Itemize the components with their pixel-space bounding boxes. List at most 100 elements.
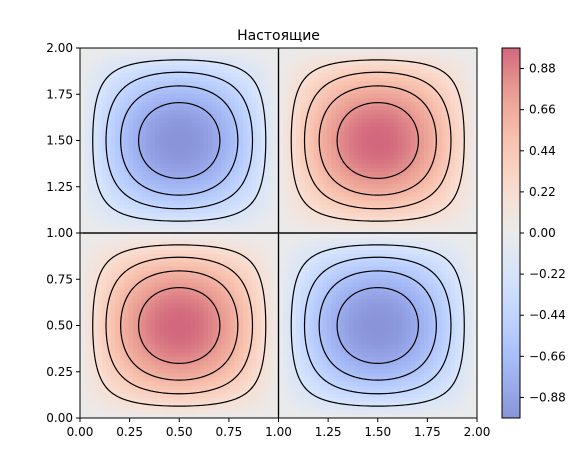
field-cell: [212, 365, 217, 370]
field-cell: [129, 282, 134, 287]
field-cell: [305, 175, 310, 180]
field-cell: [181, 381, 186, 386]
field-cell: [292, 204, 297, 209]
field-cell: [111, 270, 116, 275]
field-cell: [239, 225, 244, 230]
field-cell: [102, 64, 107, 69]
field-cell: [181, 344, 186, 349]
field-cell: [314, 340, 319, 345]
field-cell: [314, 352, 319, 357]
field-cell: [137, 118, 142, 123]
field-cell: [98, 52, 103, 57]
field-cell: [221, 48, 226, 53]
field-cell: [190, 126, 195, 131]
field-cell: [301, 89, 306, 94]
field-cell: [208, 360, 213, 365]
field-cell: [296, 393, 301, 398]
field-cell: [292, 138, 297, 143]
field-cell: [243, 122, 248, 127]
field-cell: [195, 208, 200, 213]
field-cell: [292, 134, 297, 139]
field-cell: [102, 258, 107, 263]
field-cell: [252, 208, 257, 213]
field-cell: [84, 245, 89, 250]
field-cell: [283, 340, 288, 345]
field-cell: [102, 373, 107, 378]
field-cell: [305, 249, 310, 254]
field-cell: [111, 167, 116, 172]
field-cell: [80, 245, 85, 250]
field-cell: [124, 319, 129, 324]
field-cell: [168, 159, 173, 164]
field-cell: [195, 278, 200, 283]
field-cell: [142, 196, 147, 201]
field-cell: [142, 97, 147, 102]
field-cell: [173, 147, 178, 152]
field-cell: [230, 307, 235, 312]
field-cell: [159, 114, 164, 119]
field-cell: [199, 348, 204, 353]
field-cell: [314, 171, 319, 176]
field-cell: [164, 344, 169, 349]
field-cell: [221, 377, 226, 382]
field-cell: [155, 344, 160, 349]
field-cell: [279, 385, 284, 390]
field-cell: [80, 85, 85, 90]
field-cell: [195, 212, 200, 217]
field-cell: [305, 208, 310, 213]
field-cell: [190, 352, 195, 357]
field-cell: [80, 348, 85, 353]
field-cell: [98, 282, 103, 287]
field-cell: [98, 106, 103, 111]
field-cell: [129, 303, 134, 308]
field-cell: [155, 147, 160, 152]
field-cell: [120, 184, 125, 189]
field-cell: [279, 323, 284, 328]
field-cell: [164, 262, 169, 267]
field-cell: [102, 356, 107, 361]
field-cell: [199, 303, 204, 308]
field-cell: [270, 93, 275, 98]
field-cell: [111, 188, 116, 193]
field-cell: [80, 200, 85, 205]
field-cell: [204, 143, 209, 148]
field-cell: [129, 200, 134, 205]
field-cell: [270, 221, 275, 226]
field-cell: [301, 344, 306, 349]
field-cell: [323, 385, 328, 390]
field-cell: [137, 208, 142, 213]
field-cell: [256, 225, 261, 230]
field-cell: [195, 48, 200, 53]
field-cell: [230, 188, 235, 193]
field-cell: [115, 291, 120, 296]
field-cell: [318, 167, 323, 172]
field-cell: [146, 118, 151, 123]
field-cell: [256, 64, 261, 69]
field-cell: [270, 171, 275, 176]
field-cell: [124, 184, 129, 189]
field-cell: [155, 130, 160, 135]
field-cell: [89, 233, 94, 238]
field-cell: [115, 56, 120, 61]
field-cell: [173, 110, 178, 115]
field-cell: [252, 52, 257, 57]
field-cell: [265, 171, 270, 176]
field-cell: [106, 282, 111, 287]
field-cell: [221, 130, 226, 135]
field-cell: [195, 365, 200, 370]
field-cell: [309, 225, 314, 230]
field-cell: [292, 81, 297, 86]
field-cell: [226, 385, 231, 390]
field-cell: [151, 323, 156, 328]
field-cell: [111, 377, 116, 382]
field-cell: [230, 155, 235, 160]
field-cell: [80, 110, 85, 115]
field-cell: [296, 356, 301, 361]
field-cell: [199, 196, 204, 201]
field-cell: [177, 340, 182, 345]
field-cell: [186, 328, 191, 333]
field-cell: [106, 315, 111, 320]
field-cell: [164, 208, 169, 213]
field-cell: [142, 323, 147, 328]
field-cell: [221, 134, 226, 139]
